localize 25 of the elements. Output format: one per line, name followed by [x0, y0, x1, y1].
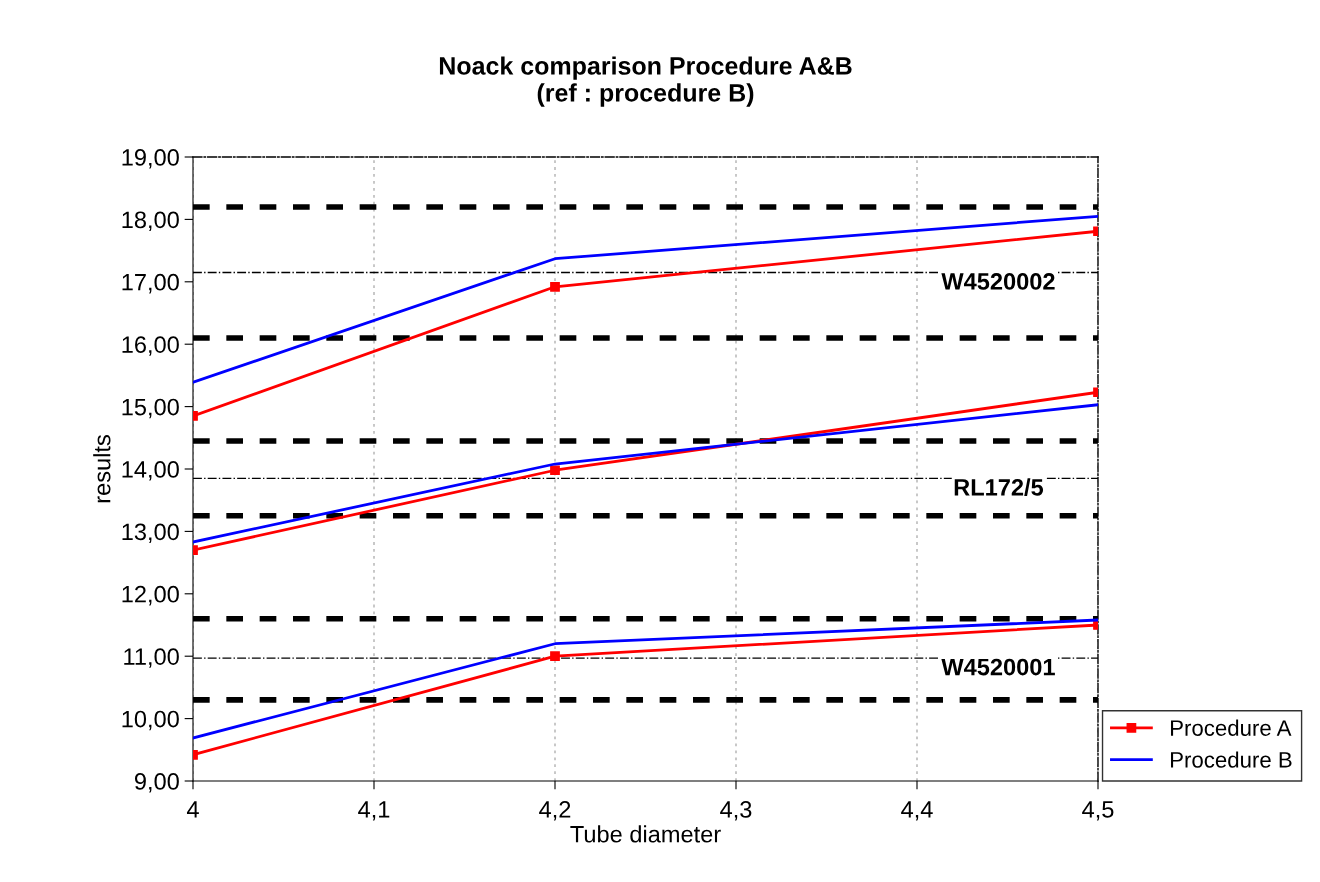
y-tick-label: 14,00 — [122, 461, 179, 481]
y-tick-label: 16,00 — [122, 336, 179, 356]
y-tick-label: 17,00 — [122, 273, 179, 294]
y-tick-label: 12,00 — [122, 585, 179, 606]
x-tick-label: 4,5 — [1082, 801, 1114, 821]
x-tick-label: 4,3 — [720, 801, 752, 821]
legend-label: Procedure B — [1171, 751, 1292, 768]
x-tick-label: 4,1 — [358, 801, 390, 821]
x-tick-label: 4,4 — [901, 801, 933, 821]
ref-line-label: W4520002 — [941, 273, 1055, 290]
x-axis-title: Tube diameter — [570, 825, 721, 843]
legend-label: Procedure A — [1171, 719, 1292, 736]
y-axis-title: results — [93, 435, 111, 503]
y-tick-label: 10,00 — [122, 710, 179, 731]
y-tick-label: 18,00 — [122, 211, 179, 231]
ref-line-label: W4520001 — [941, 658, 1055, 676]
y-tick-label: 9,00 — [134, 773, 179, 793]
y-tick-label: 15,00 — [122, 398, 179, 419]
ref-line-label: RL172/5 — [954, 478, 1044, 496]
chart-title: Noack comparison Procedure A&B (ref : procedure B) — [439, 56, 852, 107]
x-tick-label: 4,2 — [539, 801, 571, 821]
y-tick-label: 11,00 — [124, 648, 179, 668]
y-tick-label: 13,00 — [122, 523, 179, 543]
y-tick-label: 19,00 — [122, 149, 179, 169]
x-tick-label: 4 — [186, 801, 199, 818]
